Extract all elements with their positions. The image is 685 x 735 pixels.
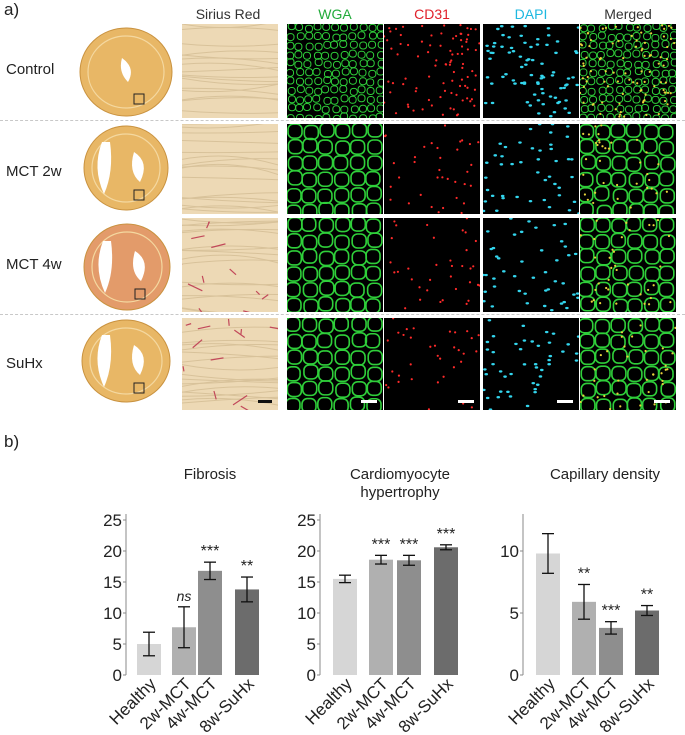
cd31-image [384,124,480,214]
row-label-control: Control [6,61,55,78]
bar-8w-suhx [635,610,659,675]
bar-8w-suhx [434,547,458,675]
heart-mct-2w [82,124,170,212]
sirius-red-image [182,124,278,214]
chart-title-fibrosis: Fibrosis [183,466,237,483]
sirius-red-image [182,218,278,312]
y-tick-label: 10 [297,604,316,623]
chart-title-hypertrophy: Cardiomyocyte hypertrophy [349,466,451,501]
panel-a-label: a) [4,0,20,19]
significance-label: *** [602,603,621,620]
sirius-red-image [182,24,278,118]
bar-4w-mct [397,560,421,675]
bar-4w-mct [198,570,222,675]
heart-control [78,26,174,118]
error-bar [178,606,190,649]
significance-label: *** [201,543,220,560]
y-tick-label: 5 [113,635,122,654]
dapi-image [483,218,579,312]
error-bar [605,621,617,635]
error-bar [241,576,253,603]
significance-label: ns [177,588,192,604]
header-wga: WGA [318,6,352,22]
significance-label: ** [578,565,590,582]
header-dapi: DAPI [514,6,548,22]
merged-image [580,218,676,312]
error-bar [375,554,387,565]
bar-healthy [333,578,357,675]
error-bar [204,561,216,581]
header-cd31: CD31 [414,6,450,22]
wga-image [287,218,383,312]
wga-image [287,318,383,410]
y-tick-label: 15 [103,573,122,592]
significance-label: ** [241,558,253,575]
header-sirius-red: Sirius Red [195,6,261,22]
dapi-image [483,24,579,118]
significance-label: ** [641,587,653,604]
error-bar [641,604,653,617]
header-merged: Merged [604,6,652,22]
y-tick-label: 10 [103,604,122,623]
wga-image [287,24,383,118]
significance-label: *** [400,536,419,553]
dapi-image [483,124,579,214]
merged-image [580,24,676,118]
row-label-suhx: SuHx [6,355,43,372]
error-bar [339,574,351,584]
wga-image [287,124,383,214]
row-label-mct-2w: MCT 2w [6,163,62,180]
cd31-image [384,218,480,312]
row-separator [0,120,685,121]
y-tick-label: 25 [103,511,122,530]
row-label-mct-4w: MCT 4w [6,256,62,273]
merged-image [580,124,676,214]
row-separator [0,314,685,315]
heart-suhx [80,318,172,404]
significance-label: *** [372,536,391,553]
y-tick-label: 0 [510,666,519,685]
panel-b-label: b) [4,432,20,451]
error-bar [143,631,155,657]
y-tick-label: 0 [307,666,316,685]
heart-mct-4w [82,222,172,312]
y-tick-label: 25 [297,511,316,530]
error-bar [578,583,590,620]
y-tick-label: 0 [113,666,122,685]
error-bar [542,532,554,574]
dapi-image [483,318,579,410]
cd31-image [384,318,480,410]
sirius-red-image [182,318,278,410]
y-tick-label: 15 [297,573,316,592]
chart-title-capillary: Capillary density [549,466,661,483]
y-tick-label: 5 [307,635,316,654]
y-tick-label: 20 [103,542,122,561]
bar-4w-mct [599,627,623,675]
y-tick-label: 10 [500,542,519,561]
merged-image [580,318,676,410]
significance-label: *** [437,526,456,543]
bar-8w-suhx [235,589,259,675]
bar-2w-mct [369,559,393,675]
error-bar [403,554,415,566]
cd31-image [384,24,480,118]
error-bar [440,544,452,551]
y-tick-label: 5 [510,604,519,623]
y-tick-label: 20 [297,542,316,561]
